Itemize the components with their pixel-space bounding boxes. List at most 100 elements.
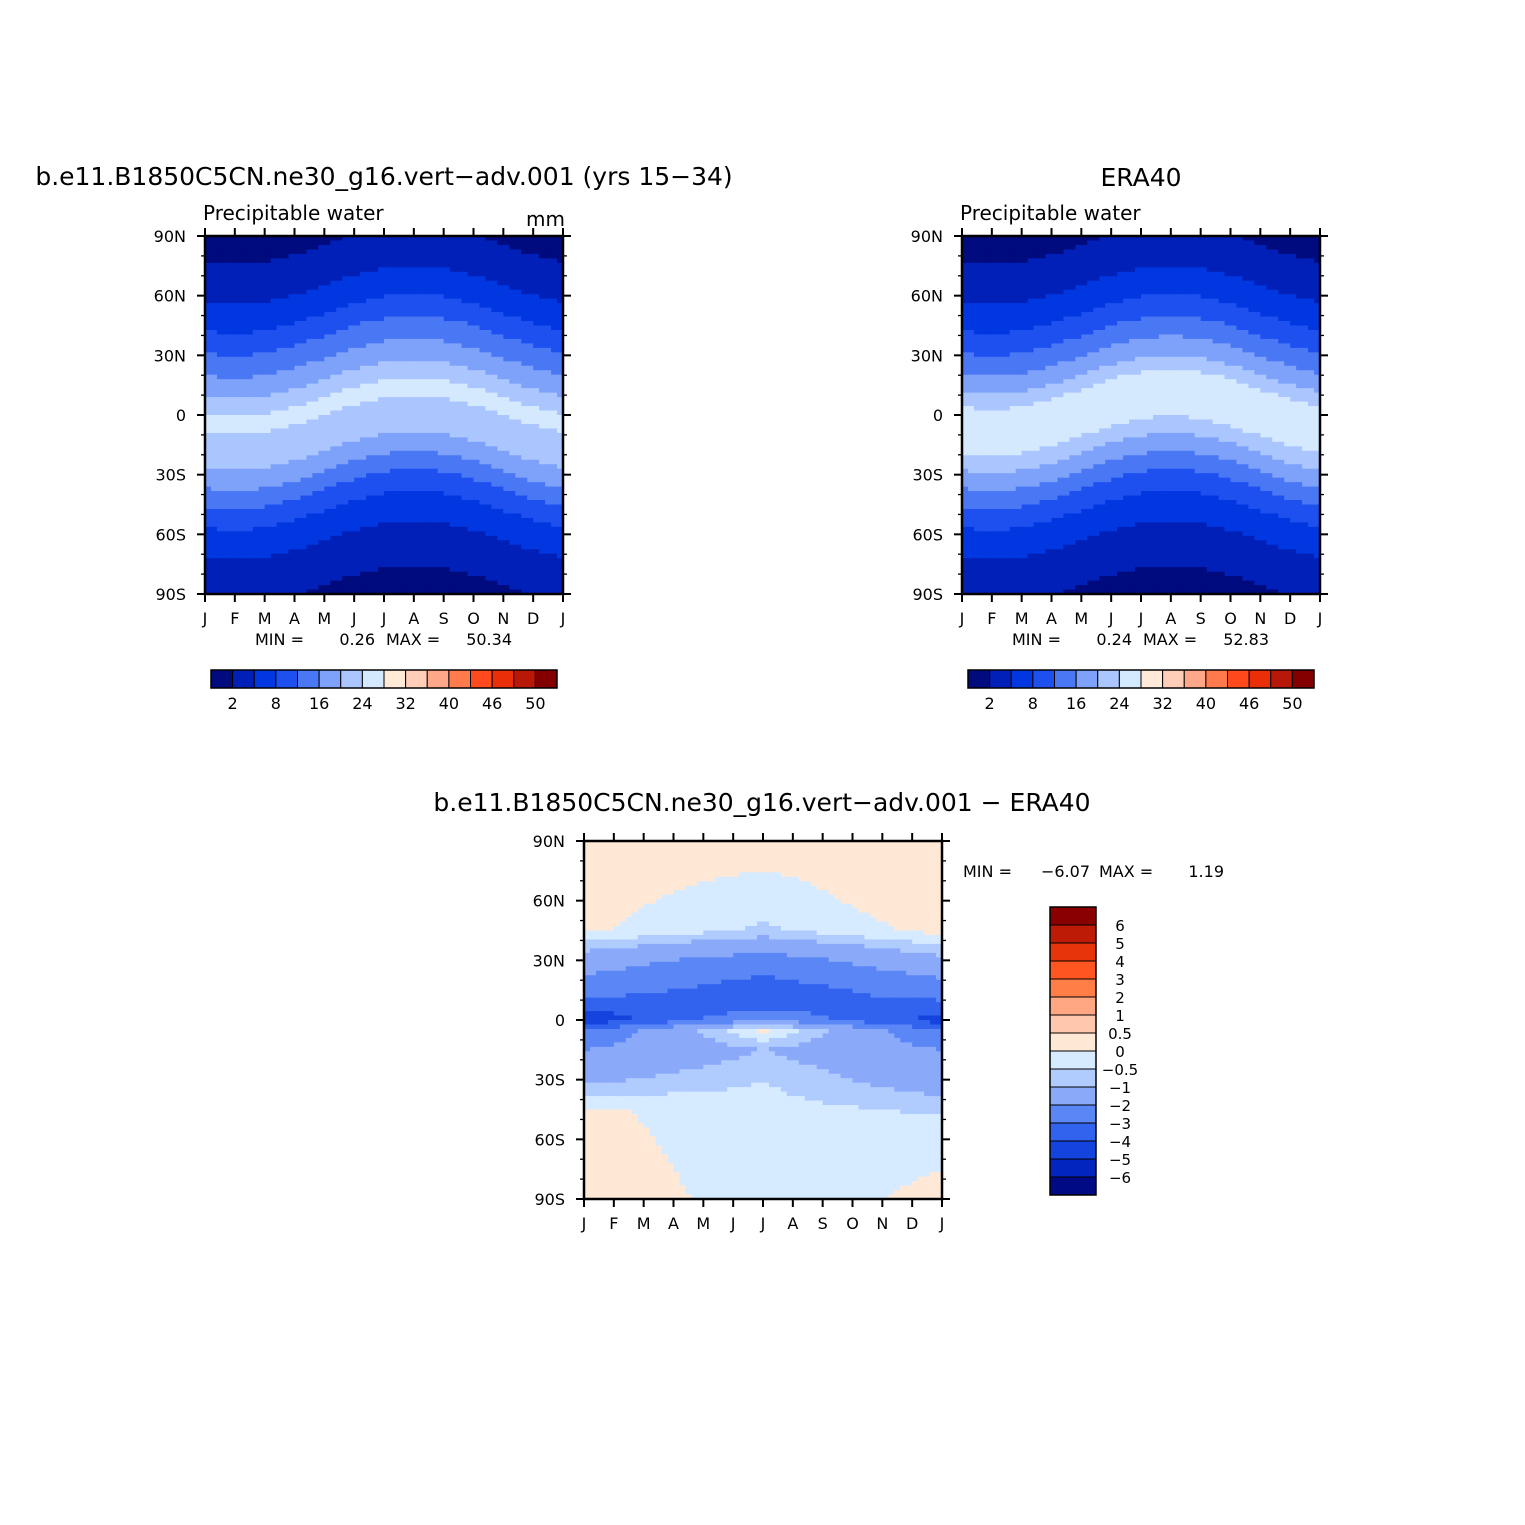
panel-model-cell [360, 535, 367, 541]
panel-model-cell [360, 558, 367, 564]
panel-model-cell [449, 495, 457, 501]
panel-model-cell [551, 441, 558, 447]
panel-model-cell [407, 325, 415, 331]
panel-model-cell [252, 562, 260, 568]
panel-model-cell [515, 352, 522, 358]
panel-model-cell [395, 500, 403, 506]
panel-model-cell [389, 482, 397, 488]
panel-model-cell [372, 428, 379, 434]
panel-model-cell [407, 321, 415, 327]
panel-model-cell [503, 567, 510, 573]
panel-model-cell [533, 491, 540, 497]
panel-model-cell [384, 312, 391, 318]
panel-model-cell [252, 401, 260, 407]
panel-model-cell [545, 383, 552, 389]
panel-model-cell [276, 455, 284, 461]
panel-model-cell [378, 508, 385, 515]
panel-model-cell [205, 495, 212, 501]
panel-model-cell [479, 558, 487, 564]
panel-model-cell [342, 280, 349, 286]
panel-model-cell [443, 540, 451, 546]
panel-model-cell [366, 500, 373, 506]
panel-model-cell [264, 356, 272, 362]
panel-model-cell [497, 316, 504, 322]
panel-model-cell [330, 482, 337, 488]
panel-obs-cell [973, 236, 981, 242]
panel-model-cell [276, 334, 284, 340]
panel-model-cell [461, 298, 469, 304]
panel-model-cell [449, 482, 457, 488]
panel-model-cell [545, 253, 552, 259]
panel-model-cell [449, 500, 457, 506]
panel-model-cell [557, 307, 563, 313]
panel-model-cell [437, 374, 445, 380]
panel-model-cell [455, 531, 463, 537]
panel-model-cell [425, 276, 433, 282]
panel-model-cell [515, 567, 522, 573]
panel-model-cell [407, 244, 415, 251]
panel-model-cell [372, 459, 379, 465]
panel-model-cell [336, 316, 343, 322]
panel-model-cell [413, 240, 421, 246]
panel-model-cell [282, 419, 290, 425]
panel-model-cell [324, 276, 331, 282]
panel-model-cell [557, 531, 563, 537]
panel-model-cell [467, 419, 475, 425]
panel-model-cell [449, 347, 457, 353]
panel-model-cell [306, 356, 313, 362]
panel-model-cell [288, 240, 296, 246]
panel-model-cell [294, 365, 302, 371]
panel-model-cell [282, 249, 290, 255]
panel-obs-cell [1194, 236, 1202, 242]
panel-model-cell [389, 495, 397, 501]
panel-model-cell [294, 249, 302, 255]
panel-model-cell [461, 558, 469, 564]
panel-model-cell [210, 334, 218, 340]
panel-model-cell [336, 432, 343, 438]
panel-model-cell [545, 571, 552, 577]
panel-model-cell [384, 379, 391, 385]
panel-model-cell [372, 562, 379, 568]
panel-model-cell [384, 544, 391, 550]
panel-model-cell [425, 249, 433, 255]
panel-model-cell [205, 576, 212, 582]
panel-model-cell [545, 455, 552, 461]
panel-model-cell [437, 423, 445, 430]
panel-model-cell [497, 419, 504, 425]
panel-model-cell [366, 589, 373, 594]
panel-model-cell [389, 522, 397, 528]
panel-model-cell [258, 500, 266, 506]
panel-model-cell [395, 558, 403, 564]
panel-model-cell [276, 316, 284, 322]
panel-model-cell [282, 401, 290, 407]
panel-model-cell [330, 441, 337, 447]
panel-model-cell [443, 419, 451, 425]
panel-model-cell [509, 294, 516, 300]
panel-model-cell [533, 370, 540, 376]
panel-model-cell [497, 397, 504, 403]
panel-model-cell [264, 352, 272, 358]
panel-model-cell [246, 338, 254, 344]
panel-model-cell [384, 535, 391, 541]
panel-model-cell [216, 495, 224, 501]
panel-model-cell [389, 491, 397, 497]
panel-model-cell [407, 580, 415, 586]
panel-model-cell [437, 271, 445, 277]
panel-model-cell [521, 459, 528, 465]
panel-model-cell [336, 361, 343, 367]
panel-model-cell [318, 423, 325, 430]
panel-model-cell [288, 459, 296, 465]
panel-model-cell [437, 562, 445, 568]
panel-model-cell [461, 352, 469, 358]
panel-model-cell [401, 365, 409, 371]
panel-model-cell [557, 249, 563, 255]
panel-model-cell [539, 401, 546, 407]
panel-model-cell [246, 392, 254, 398]
panel-model-cell [372, 500, 379, 506]
panel-model-cell [246, 365, 254, 371]
panel-model-cell [210, 316, 218, 322]
panel-model-cell [210, 500, 218, 506]
panel-model-cell [491, 383, 498, 389]
panel-model-cell [539, 553, 546, 559]
panel-model-cell [419, 486, 427, 492]
